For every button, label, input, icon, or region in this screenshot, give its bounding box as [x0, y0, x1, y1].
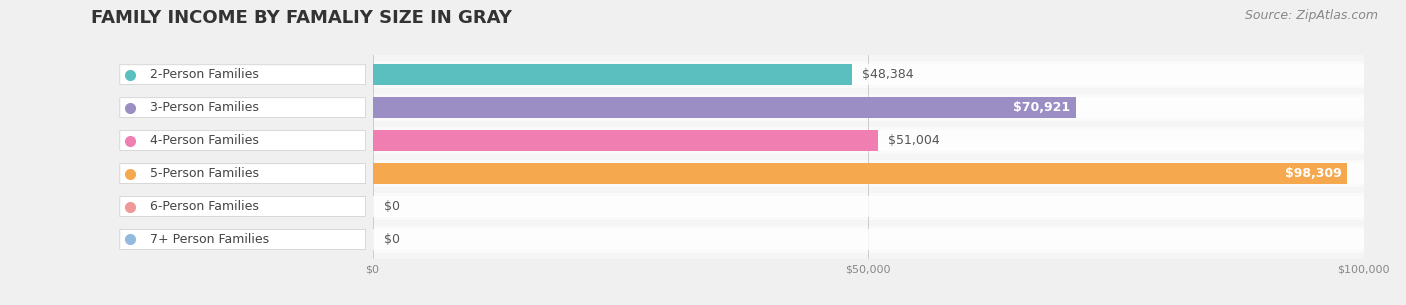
Text: Source: ZipAtlas.com: Source: ZipAtlas.com [1244, 9, 1378, 22]
Bar [373, 229, 1364, 250]
FancyBboxPatch shape [120, 65, 366, 84]
Text: $0: $0 [384, 200, 401, 213]
FancyBboxPatch shape [120, 164, 366, 183]
Text: 3-Person Families: 3-Person Families [149, 101, 259, 114]
Text: 4-Person Families: 4-Person Families [149, 134, 259, 147]
FancyBboxPatch shape [120, 197, 366, 217]
Bar [373, 61, 1364, 88]
Text: 7+ Person Families: 7+ Person Families [149, 233, 269, 246]
Bar [373, 127, 1364, 154]
Bar [373, 193, 1364, 220]
Bar [373, 130, 879, 151]
FancyBboxPatch shape [120, 98, 366, 117]
Text: 6-Person Families: 6-Person Families [149, 200, 259, 213]
Bar [373, 64, 1364, 85]
Bar [373, 94, 1364, 121]
FancyBboxPatch shape [120, 230, 366, 249]
FancyBboxPatch shape [120, 131, 366, 150]
Text: 5-Person Families: 5-Person Families [149, 167, 259, 180]
Text: $48,384: $48,384 [862, 68, 914, 81]
Bar [373, 226, 1364, 253]
Text: 2-Person Families: 2-Person Families [149, 68, 259, 81]
Text: $0: $0 [384, 233, 401, 246]
Bar [373, 163, 1347, 184]
Bar [373, 64, 852, 85]
Text: $70,921: $70,921 [1014, 101, 1070, 114]
Text: FAMILY INCOME BY FAMALIY SIZE IN GRAY: FAMILY INCOME BY FAMALIY SIZE IN GRAY [91, 9, 512, 27]
Text: $98,309: $98,309 [1285, 167, 1343, 180]
Bar [373, 97, 1076, 118]
Bar [373, 97, 1364, 118]
Text: $51,004: $51,004 [889, 134, 939, 147]
Bar [373, 163, 1364, 184]
Bar [373, 130, 1364, 151]
Bar [373, 196, 1364, 217]
Bar [373, 160, 1364, 187]
